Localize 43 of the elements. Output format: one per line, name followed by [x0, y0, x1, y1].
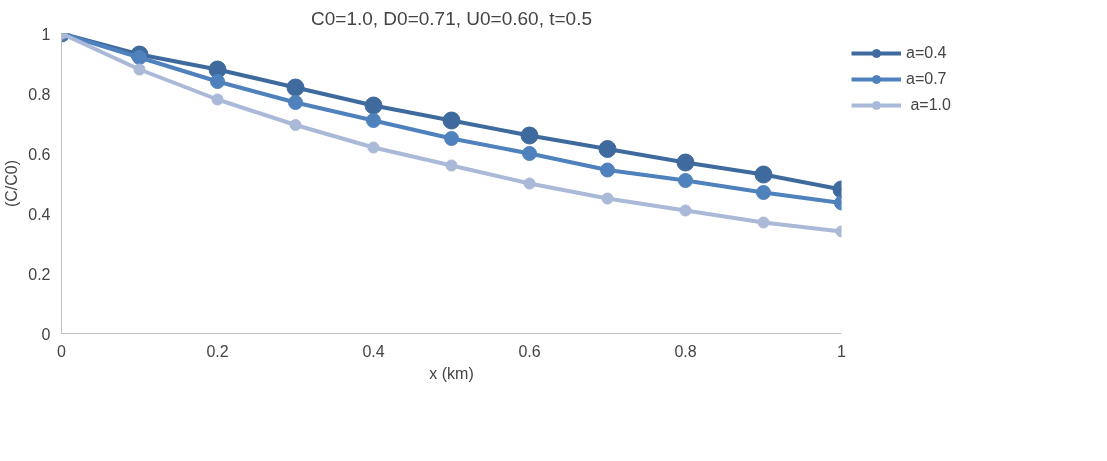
x-tick-label: 0.4: [362, 342, 385, 360]
legend-label: a=0.7: [906, 70, 947, 88]
legend-label: a=0.4: [906, 44, 947, 62]
point: [211, 93, 224, 106]
y-axis-title: (C/C0): [3, 159, 21, 208]
y-tick-label: 0.4: [28, 205, 51, 223]
point: [286, 78, 305, 97]
point: [678, 173, 693, 188]
point: [288, 95, 303, 110]
point: [523, 177, 536, 190]
point: [754, 165, 773, 184]
x-tick-label: 0.2: [206, 342, 229, 360]
point: [364, 96, 383, 115]
legend-label: a=1.0: [909, 96, 951, 114]
point: [442, 111, 461, 130]
x-tick-label: 0.8: [674, 342, 697, 360]
y-tick-label: 0: [41, 325, 51, 343]
point: [679, 204, 692, 217]
point: [366, 113, 381, 128]
point: [445, 159, 458, 172]
y-tick-label: 0.6: [28, 145, 51, 163]
point: [676, 153, 695, 172]
point: [367, 141, 380, 154]
point: [520, 126, 539, 145]
point: [598, 140, 617, 158]
point: [600, 162, 615, 178]
x-axis-title: x (km): [429, 364, 474, 382]
chart-title: C0=1.0, D0=0.71, U0=0.60, t=0.5: [311, 7, 592, 29]
point: [444, 131, 459, 146]
point: [132, 50, 147, 65]
x-tick-label: 0.6: [518, 342, 541, 360]
point: [133, 63, 146, 76]
x-tick-label: 0: [57, 342, 67, 360]
point: [289, 119, 302, 131]
point: [210, 74, 225, 89]
point: [756, 185, 771, 200]
y-tick-label: 0.8: [28, 85, 51, 103]
y-tick-label: 1: [41, 25, 51, 43]
y-tick-label: 0.2: [28, 265, 51, 283]
x-tick-label: 1: [837, 342, 847, 360]
point: [522, 146, 537, 161]
point: [601, 192, 614, 205]
point: [757, 216, 770, 229]
